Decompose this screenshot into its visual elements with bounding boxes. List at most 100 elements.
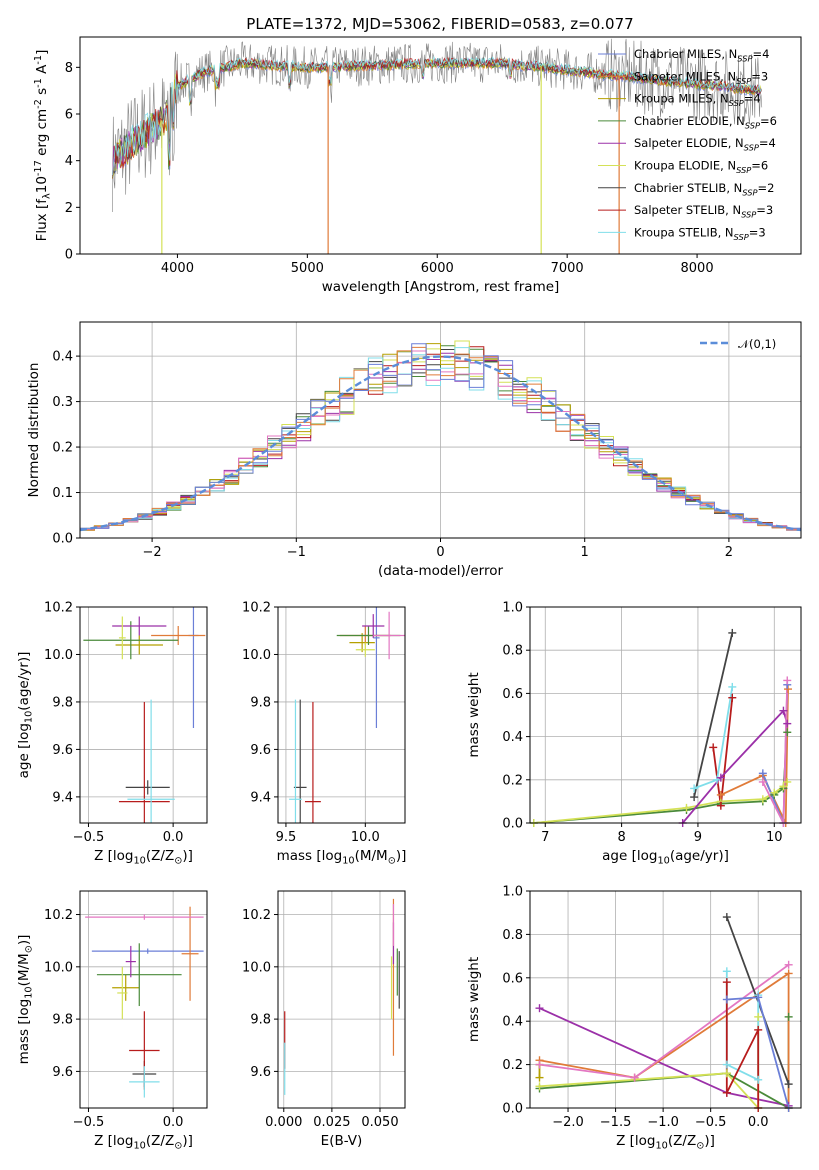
mass-weight-marker — [535, 1060, 544, 1069]
x-tick-label: 0.0 — [163, 1115, 184, 1130]
y-tick-label: 8 — [65, 61, 73, 76]
mass-vs-metallicity-panel: −0.5 0.0 9.6 9.8 10.0 10.2 Z [log10(Z/Z⊙)] mass… — [16, 890, 208, 1152]
x-tick-label: 0.050 — [361, 1115, 398, 1130]
y-tick-label: 10.2 — [44, 908, 73, 923]
mass-weight-marker — [784, 1080, 793, 1089]
x-tick-label: 7 — [541, 830, 549, 845]
y-tick-label: 0.1 — [52, 486, 73, 501]
plot-area — [289, 607, 405, 823]
y-tick-label: 0.0 — [502, 817, 523, 832]
mass-weight-marker — [716, 801, 725, 810]
plot-area — [85, 906, 204, 1098]
x-axis-label: Z [log10(Z/Z⊙)] — [616, 1133, 715, 1152]
y-tick-label: 0 — [65, 248, 73, 263]
mass-weight-line — [712, 697, 734, 806]
y-tick-label: 4 — [65, 154, 73, 169]
mass-weight-line — [725, 982, 760, 1108]
y-tick-label: 9.6 — [52, 743, 73, 758]
mass-weight-marker — [630, 1073, 639, 1082]
mass-weight-marker — [716, 773, 725, 782]
mass-weight-marker — [779, 706, 788, 715]
plot-area — [538, 916, 790, 1108]
legend-label-1: Salpeter MILES, NSSP=3 — [634, 69, 768, 86]
mass-weight-marker — [722, 913, 731, 922]
mass-weight-marker — [754, 1075, 763, 1084]
y-tick-label: 9.8 — [52, 1013, 73, 1028]
axes-frame — [529, 890, 802, 1109]
y-tick-label: 10.0 — [44, 648, 73, 663]
x-axis-label: mass [log10(M/M⊙)] — [277, 848, 407, 867]
x-axis-label: age [log10(age/yr)] — [602, 848, 729, 867]
y-tick-label: 9.8 — [250, 695, 271, 710]
mass-weight-marker — [783, 728, 792, 737]
y-tick-label: 10.0 — [44, 960, 73, 975]
x-tick-label: 0 — [436, 545, 444, 560]
plot-area — [284, 898, 400, 1095]
mass-weight-marker — [783, 719, 792, 728]
mass-weight-marker — [784, 685, 793, 694]
x-tick-label: 8 — [617, 830, 625, 845]
legend-label-0: Chabrier MILES, NSSP=4 — [634, 47, 769, 64]
x-tick-label: −1 — [287, 545, 306, 560]
plot-area — [80, 340, 801, 533]
figure-title: PLATE=1372, MJD=53062, FIBERID=0583, z=0… — [246, 15, 633, 33]
model-spectrum-line — [112, 55, 762, 176]
mass-weight-line — [682, 708, 789, 823]
y-tick-label: 0.4 — [502, 730, 523, 745]
mass-weight-marker — [758, 769, 767, 778]
axes-frame — [79, 606, 208, 824]
x-tick-label: 0.000 — [265, 1115, 302, 1130]
x-tick-label: 2 — [725, 545, 733, 560]
y-tick-label: 9.4 — [52, 790, 73, 805]
mass-weight-marker — [770, 788, 779, 797]
y-tick-label: 9.4 — [250, 790, 271, 805]
y-tick-label: 10.2 — [242, 908, 271, 923]
y-tick-label: 0.2 — [52, 441, 73, 456]
y-tick-label: 1.0 — [502, 885, 523, 900]
x-tick-label: 6000 — [421, 261, 454, 276]
legend-label-4: Salpeter ELODIE, NSSP=4 — [634, 136, 776, 153]
age-vs-mass-panel: 9.5 10.0 9.4 9.6 9.8 10.0 10.2 mass [log10(M/M⊙… — [242, 601, 407, 867]
x-axis-label: wavelength [Angstrom, rest frame] — [322, 279, 560, 295]
y-tick-label: 0.2 — [502, 1058, 523, 1073]
mass-weight-marker — [690, 784, 699, 793]
legend-label-2: Kroupa MILES, NSSP=4 — [634, 92, 761, 109]
mass-weight-marker — [722, 978, 731, 987]
mass-weight-marker — [728, 693, 737, 702]
y-tick-label: 9.8 — [52, 695, 73, 710]
mass-weight-marker — [784, 1012, 793, 1021]
legend-label-8: Kroupa STELIB, NSSP=3 — [634, 225, 766, 242]
y-tick-label: 0.4 — [502, 1015, 523, 1030]
x-axis-label: Z [log10(Z/Z⊙)] — [94, 848, 193, 867]
y-tick-label: 0.3 — [52, 395, 73, 410]
y-tick-label: 9.6 — [250, 743, 271, 758]
y-tick-label: 0.4 — [52, 350, 73, 365]
legend-gaussian-label: 𝒩(0,1) — [738, 337, 776, 351]
mass-weight-line — [539, 971, 790, 1108]
y-tick-label: 0.6 — [502, 971, 523, 986]
y-tick-label: 0.6 — [502, 687, 523, 702]
axes-frame — [277, 890, 406, 1109]
y-tick-label: 2 — [65, 201, 73, 216]
plot-area — [112, 38, 763, 254]
x-tick-label: −1.0 — [647, 1115, 679, 1130]
x-tick-label: 10 — [766, 830, 783, 845]
mass-weight-vs-metallicity-panel: −2.0 −1.5 −1.0 −0.5 0.0 0.0 0.2 0.4 0.6 0.8 1.0 Z [… — [466, 885, 802, 1152]
mass-weight-marker — [722, 1088, 731, 1097]
axes-frame — [529, 606, 802, 824]
y-tick-label: 0.2 — [502, 773, 523, 788]
x-tick-label: 0.0 — [748, 1115, 769, 1130]
x-tick-label: 0.025 — [313, 1115, 350, 1130]
gaussian-reference-line — [80, 355, 801, 532]
observed-spectrum-line — [112, 38, 763, 213]
mass-weight-marker — [758, 795, 767, 804]
mass-weight-marker — [754, 1012, 763, 1021]
y-tick-label: 10.0 — [242, 648, 271, 663]
mass-weight-marker — [535, 1004, 544, 1013]
x-tick-label: 7000 — [551, 261, 584, 276]
y-axis-label: mass weight — [466, 672, 482, 757]
mass-weight-marker — [728, 628, 737, 637]
legend-label-6: Chabrier STELIB, NSSP=2 — [634, 181, 774, 198]
axes-frame — [79, 321, 802, 539]
x-axis-label: (data-model)/error — [378, 563, 504, 579]
